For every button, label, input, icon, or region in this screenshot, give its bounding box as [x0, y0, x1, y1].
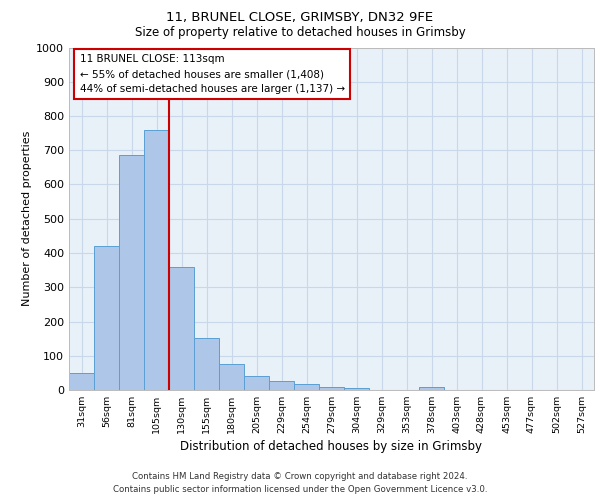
Text: 11, BRUNEL CLOSE, GRIMSBY, DN32 9FE: 11, BRUNEL CLOSE, GRIMSBY, DN32 9FE	[166, 11, 434, 24]
Bar	[419, 386, 444, 390]
Bar	[294, 384, 319, 390]
Bar	[319, 386, 344, 390]
Bar	[144, 130, 169, 390]
X-axis label: Distribution of detached houses by size in Grimsby: Distribution of detached houses by size …	[181, 440, 482, 454]
Bar	[194, 338, 219, 390]
Bar	[94, 246, 119, 390]
Text: 11 BRUNEL CLOSE: 113sqm
← 55% of detached houses are smaller (1,408)
44% of semi: 11 BRUNEL CLOSE: 113sqm ← 55% of detache…	[79, 54, 344, 94]
Text: Contains public sector information licensed under the Open Government Licence v3: Contains public sector information licen…	[113, 485, 487, 494]
Bar	[344, 388, 369, 390]
Bar	[119, 156, 144, 390]
Text: Size of property relative to detached houses in Grimsby: Size of property relative to detached ho…	[134, 26, 466, 39]
Bar	[269, 381, 294, 390]
Bar	[219, 364, 244, 390]
Bar	[169, 266, 194, 390]
Y-axis label: Number of detached properties: Number of detached properties	[22, 131, 32, 306]
Bar	[244, 376, 269, 390]
Text: Contains HM Land Registry data © Crown copyright and database right 2024.: Contains HM Land Registry data © Crown c…	[132, 472, 468, 481]
Bar	[69, 373, 94, 390]
